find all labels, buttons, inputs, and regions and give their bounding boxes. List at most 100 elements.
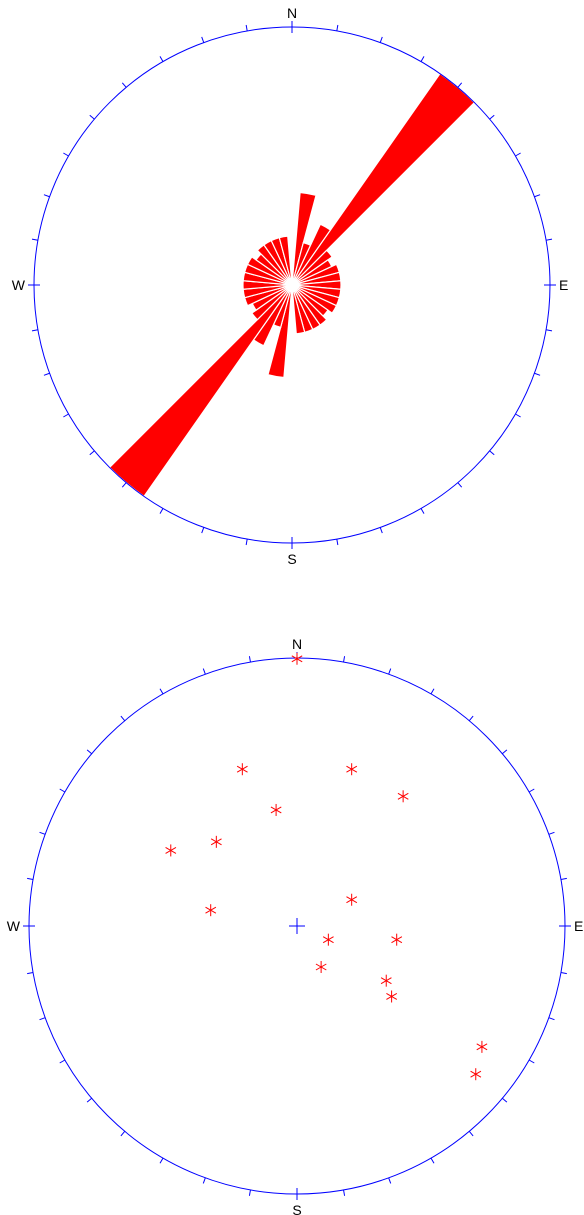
data-point (346, 763, 358, 776)
data-point (210, 835, 222, 848)
stereo-tick-60 (528, 788, 535, 793)
rose-petal-350 (278, 235, 293, 286)
data-point (322, 933, 334, 946)
stereo-tick-220 (120, 1130, 126, 1137)
rose-petal-220 (108, 284, 293, 498)
rose-label-east: E (559, 277, 568, 293)
data-point (205, 904, 217, 917)
rose-petal-40 (291, 72, 476, 286)
rose-tick-290 (43, 194, 50, 198)
stereo-tick-20 (388, 668, 392, 675)
stereo-tick-170 (343, 1189, 346, 1196)
data-point (315, 961, 327, 974)
rose-petal-230 (251, 284, 293, 321)
stereo-tick-330 (159, 688, 164, 695)
stereo-tick-50 (501, 749, 508, 755)
rose-label-north: N (287, 5, 297, 21)
stereo-tick-40 (468, 715, 474, 722)
stereonet-plot: N E S W (7, 636, 584, 1215)
data-point (291, 652, 303, 665)
data-point (397, 790, 409, 803)
stereo-tick-100 (560, 972, 567, 975)
stereo-tick-30 (430, 688, 435, 695)
rose-label-west: W (12, 277, 26, 293)
stereo-tick-10 (343, 656, 346, 663)
rose-tick-20 (379, 36, 383, 43)
data-point (270, 803, 282, 816)
stereonet-points (165, 652, 488, 1081)
rose-tick-190 (245, 538, 248, 546)
stereo-tick-320 (120, 715, 126, 722)
rose-tick-280 (31, 238, 39, 241)
rose-tick-300 (63, 152, 69, 157)
rose-tick-340 (201, 36, 205, 43)
stereonet-label-west: W (7, 918, 21, 934)
rose-tick-100 (545, 329, 553, 332)
stereo-tick-140 (468, 1130, 474, 1137)
rose-tick-330 (159, 56, 164, 62)
rose-tick-220 (121, 482, 127, 488)
rose-tick-320 (121, 82, 127, 88)
rose-tick-120 (515, 413, 521, 418)
rose-tick-140 (457, 482, 463, 488)
rose-tick-130 (489, 450, 495, 456)
rose-tick-10 (336, 24, 339, 32)
stereo-tick-260 (27, 972, 34, 975)
stereo-tick-190 (248, 1189, 251, 1196)
stereo-tick-80 (560, 877, 567, 880)
rose-tick-350 (245, 24, 248, 32)
data-point (476, 1040, 488, 1053)
stereo-tick-120 (528, 1059, 535, 1064)
stereonet-label-south: S (292, 1202, 301, 1215)
rose-tick-70 (534, 194, 541, 198)
rose-tick-260 (31, 329, 39, 332)
rose-tick-210 (159, 508, 164, 514)
rose-tick-170 (336, 538, 339, 546)
rose-tick-40 (457, 82, 463, 88)
stereo-tick-340 (202, 668, 206, 675)
rose-tick-150 (420, 508, 425, 514)
rose-petal-50 (291, 249, 333, 286)
rose-tick-80 (545, 238, 553, 241)
rose-tick-200 (201, 527, 205, 534)
rose-tick-230 (89, 450, 95, 456)
rose-petals (108, 72, 476, 498)
stereo-tick-150 (430, 1157, 435, 1164)
data-point (391, 933, 403, 946)
stereo-tick-200 (202, 1177, 206, 1184)
rose-diagram: N E S W (12, 5, 569, 567)
rose-tick-250 (43, 372, 50, 376)
stereo-tick-160 (388, 1177, 392, 1184)
stereo-tick-70 (548, 831, 555, 835)
data-point (386, 990, 398, 1003)
rose-tick-30 (420, 56, 425, 62)
rose-tick-240 (63, 413, 69, 418)
rose-tick-310 (89, 114, 95, 120)
stereo-tick-350 (248, 656, 251, 663)
stereo-tick-210 (159, 1157, 164, 1164)
data-point (165, 844, 177, 857)
stereo-tick-250 (39, 1017, 46, 1021)
data-point (470, 1068, 482, 1081)
stereo-tick-130 (501, 1097, 508, 1103)
rose-petal-120 (291, 284, 338, 314)
stereo-tick-240 (59, 1059, 66, 1064)
stereonet-label-east: E (574, 918, 583, 934)
stereo-tick-280 (27, 877, 34, 880)
rose-tick-110 (534, 372, 541, 376)
rose-tick-marks (28, 21, 556, 549)
rose-tick-60 (515, 152, 521, 157)
data-point (236, 763, 248, 776)
stereo-tick-310 (86, 749, 93, 755)
stereonet-label-north: N (292, 636, 302, 652)
rose-petal-170 (291, 284, 306, 335)
rose-tick-160 (379, 527, 383, 534)
data-point (346, 893, 358, 906)
rose-tick-50 (489, 114, 495, 120)
stereonet-center-cross (289, 918, 305, 934)
rose-petal-300 (246, 256, 293, 286)
stereo-tick-230 (86, 1097, 93, 1103)
stereo-tick-110 (548, 1017, 555, 1021)
rose-label-south: S (287, 551, 296, 567)
